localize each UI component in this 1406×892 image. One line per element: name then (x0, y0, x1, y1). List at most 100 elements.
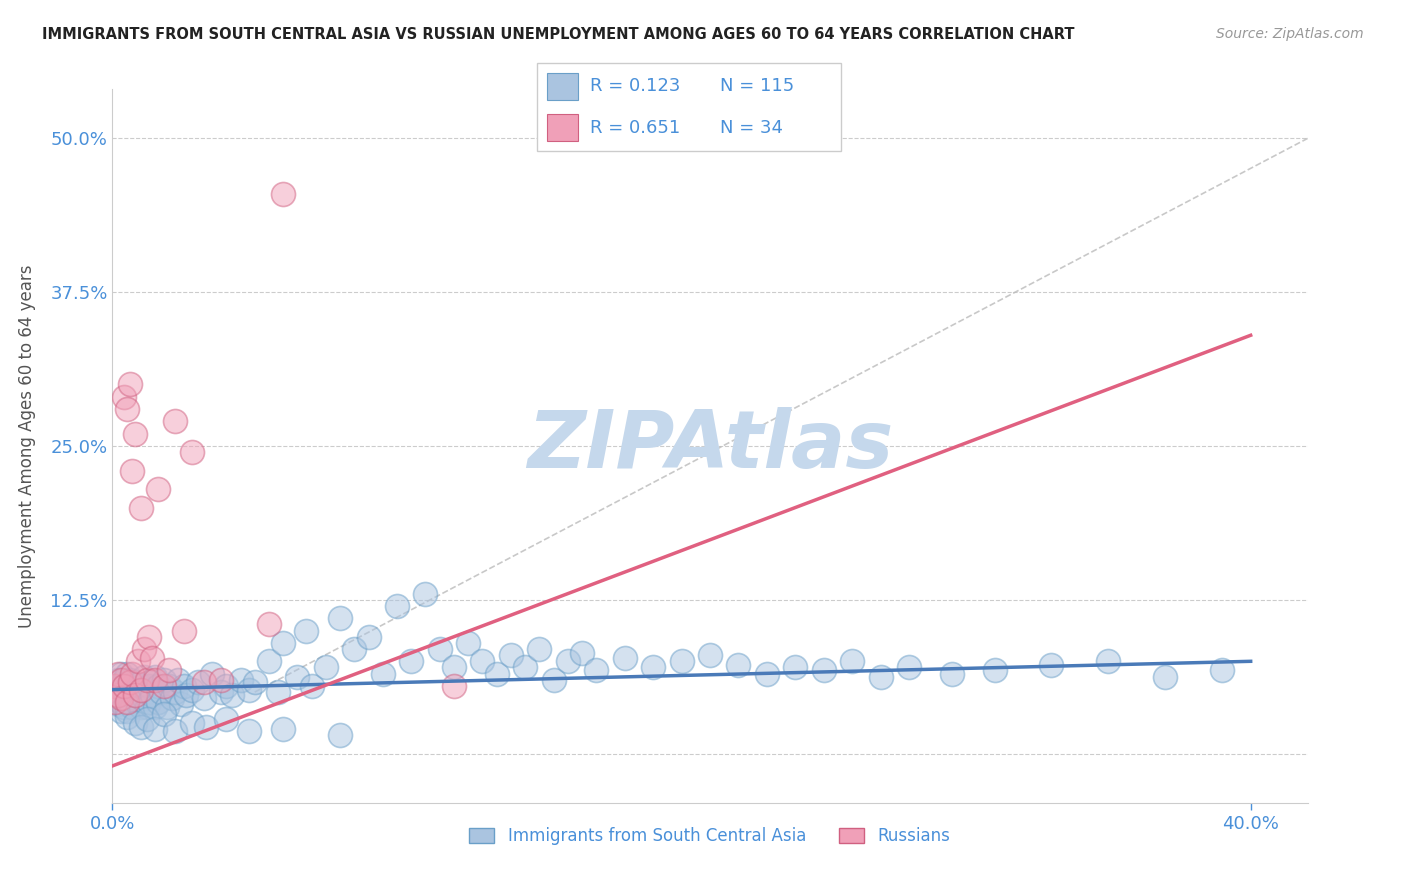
Point (173, 624, 195, 638)
Point (124, 675, 146, 690)
Point (699, 648, 721, 662)
Point (329, 611, 352, 625)
Point (238, 682, 260, 697)
Point (271, 722, 294, 736)
Point (143, 670, 166, 684)
Point (181, 445, 204, 459)
Point (112, 685, 135, 699)
Point (195, 719, 218, 733)
Point (1211, 663, 1233, 677)
Point (107, 666, 129, 681)
Point (193, 691, 215, 706)
Text: R = 0.651: R = 0.651 (591, 119, 681, 136)
Point (727, 658, 749, 673)
Point (301, 679, 323, 693)
Point (110, 695, 132, 709)
Point (343, 642, 366, 657)
Point (543, 673, 565, 687)
Text: N = 34: N = 34 (720, 119, 783, 136)
Point (1154, 670, 1177, 684)
Legend: Immigrants from South Central Asia, Russians: Immigrants from South Central Asia, Russ… (463, 821, 957, 852)
Point (155, 699, 177, 714)
Point (157, 679, 180, 693)
Point (129, 500, 152, 515)
Point (401, 654, 423, 668)
Point (755, 666, 778, 681)
Point (132, 691, 155, 706)
Point (557, 654, 579, 668)
Point (187, 675, 209, 690)
Point (295, 624, 318, 638)
FancyBboxPatch shape (537, 63, 841, 151)
Point (513, 660, 536, 674)
Point (215, 679, 238, 693)
Point (271, 186, 294, 201)
Point (499, 648, 522, 662)
Point (104, 695, 127, 709)
Point (143, 673, 166, 687)
Point (643, 660, 665, 674)
Point (104, 679, 127, 693)
Point (671, 654, 693, 668)
Point (124, 691, 146, 706)
Point (176, 688, 198, 702)
Point (141, 688, 163, 702)
Point (118, 377, 141, 392)
Point (124, 688, 146, 702)
Point (238, 724, 260, 739)
Point (115, 695, 138, 709)
Point (115, 704, 138, 718)
Point (121, 464, 143, 478)
Point (162, 691, 183, 706)
Point (143, 699, 166, 714)
Point (257, 617, 280, 632)
Point (287, 670, 309, 684)
Point (124, 715, 146, 730)
FancyBboxPatch shape (547, 114, 578, 141)
Point (129, 682, 152, 697)
Point (357, 630, 380, 644)
Point (485, 666, 508, 681)
Point (118, 685, 141, 699)
Point (132, 670, 155, 684)
Point (121, 688, 143, 702)
Point (115, 691, 138, 706)
Point (898, 660, 921, 674)
Point (209, 673, 232, 687)
Point (215, 712, 238, 726)
Point (146, 482, 169, 496)
Point (107, 688, 129, 702)
Point (209, 685, 232, 699)
Point (152, 673, 174, 687)
Point (141, 650, 163, 665)
Point (170, 698, 193, 712)
Point (157, 663, 180, 677)
Point (135, 673, 157, 687)
Point (149, 685, 172, 699)
Point (104, 679, 127, 693)
Point (529, 642, 551, 657)
Point (138, 695, 160, 709)
Point (315, 660, 337, 674)
Point (471, 654, 494, 668)
Point (1097, 654, 1119, 668)
Point (152, 707, 174, 722)
Point (165, 724, 187, 739)
Point (869, 670, 891, 684)
Point (415, 587, 437, 601)
Point (221, 688, 243, 702)
Point (146, 695, 169, 709)
Point (104, 691, 127, 706)
Point (129, 719, 152, 733)
Point (110, 673, 132, 687)
Point (613, 650, 636, 665)
FancyBboxPatch shape (547, 73, 578, 100)
Point (1040, 658, 1063, 673)
Point (129, 679, 152, 693)
Text: IMMIGRANTS FROM SOUTH CENTRAL ASIA VS RUSSIAN UNEMPLOYMENT AMONG AGES 60 TO 64 Y: IMMIGRANTS FROM SOUTH CENTRAL ASIA VS RU… (42, 27, 1074, 42)
Point (129, 699, 152, 714)
Point (121, 699, 143, 714)
Point (941, 666, 963, 681)
Point (841, 654, 863, 668)
Point (257, 654, 280, 668)
